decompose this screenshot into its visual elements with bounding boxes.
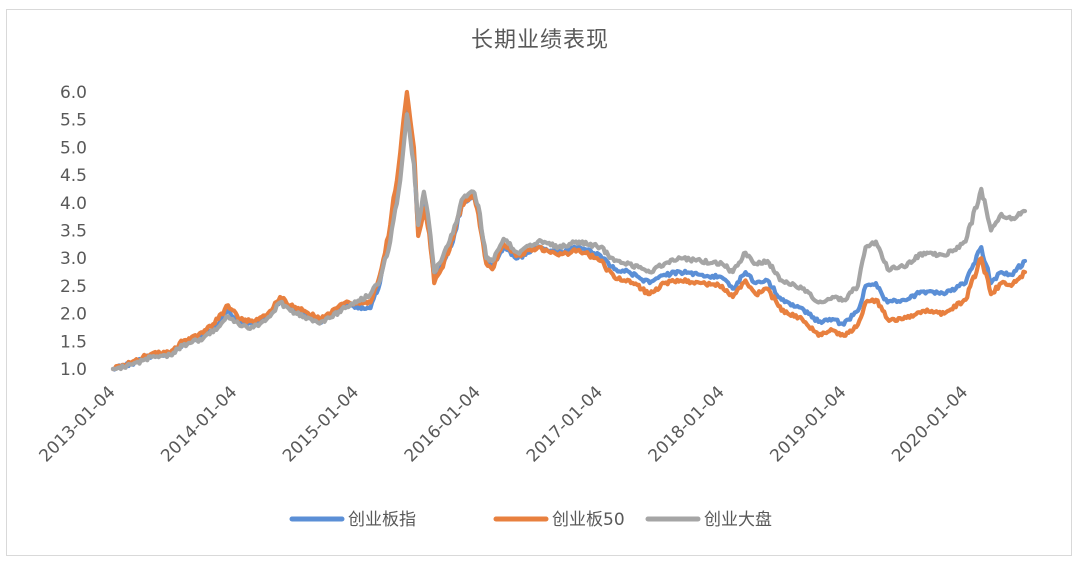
y-tick-label: 2.5 — [60, 277, 87, 297]
chart-frame — [6, 9, 1072, 556]
x-tick-label: 2018-01-04 — [645, 382, 729, 466]
legend-label: 创业大盘 — [704, 510, 772, 530]
x-tick-label: 2020-01-04 — [888, 382, 972, 466]
x-tick-label: 2016-01-04 — [401, 382, 485, 466]
y-tick-label: 4.0 — [60, 194, 87, 214]
x-tick-label: 2019-01-04 — [766, 382, 850, 466]
x-axis: 2013-01-04 2014-01-04 2015-01-04 2016-01-04… — [36, 382, 973, 466]
y-tick-label: 5.0 — [60, 138, 87, 158]
x-tick-label: 2017-01-04 — [523, 382, 607, 466]
legend-label: 创业板指 — [348, 510, 416, 530]
y-tick-label: 1.5 — [60, 332, 87, 352]
y-tick-label: 6.0 — [60, 83, 87, 103]
y-axis: 1.0 1.5 2.0 2.5 3.0 3.5 4.0 4.5 5.0 5.5 6.0 — [60, 83, 87, 380]
y-tick-label: 3.5 — [60, 222, 87, 242]
y-tick-label: 2.0 — [60, 305, 87, 325]
x-tick-label: 2015-01-04 — [279, 382, 363, 466]
y-tick-label: 5.5 — [60, 111, 87, 131]
x-tick-label: 2014-01-04 — [157, 382, 241, 466]
series-line — [110, 112, 1028, 372]
legend: 创业板指 创业板50 创业大盘 — [289, 510, 772, 530]
legend-label: 创业板50 — [552, 510, 625, 530]
y-tick-label: 3.0 — [60, 249, 87, 269]
y-tick-label: 4.5 — [60, 166, 87, 186]
x-tick-label: 2013-01-04 — [36, 382, 120, 466]
series-line — [110, 89, 1028, 372]
chart-title: 长期业绩表现 — [470, 28, 609, 53]
y-tick-label: 1.0 — [60, 360, 87, 380]
plot-area — [110, 89, 1028, 372]
